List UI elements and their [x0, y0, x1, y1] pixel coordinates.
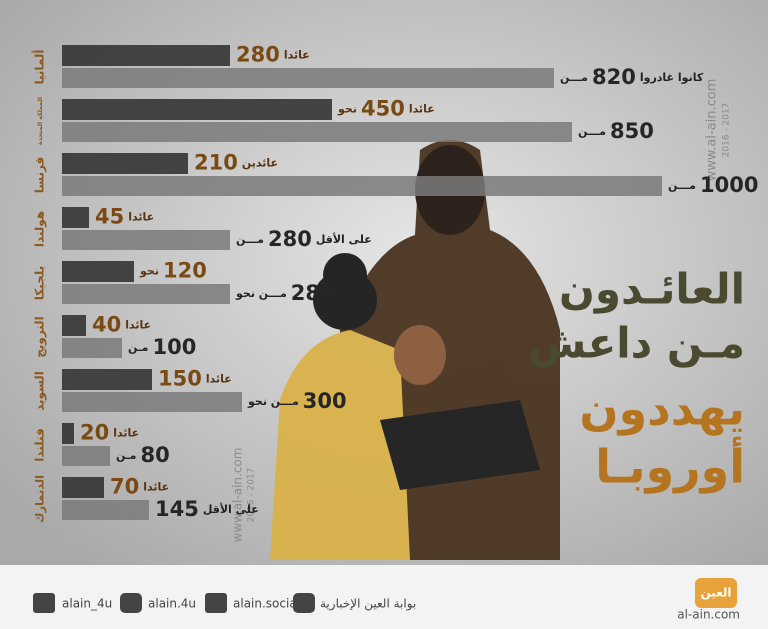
value-note: نحو	[337, 103, 357, 116]
bar	[62, 500, 149, 520]
value-note: كانوا غادروا	[640, 71, 704, 84]
bar	[62, 176, 662, 196]
country-label: فنلندا	[33, 428, 47, 462]
value-note: عائدا	[128, 211, 154, 224]
watermark: 2016 - 2017	[247, 468, 257, 523]
title-line: أوروبـا	[595, 437, 745, 494]
value-label: 820	[592, 65, 636, 89]
value-label: 80	[140, 443, 169, 467]
country-label: المملكة المتحدة	[37, 97, 44, 145]
bar	[62, 338, 122, 358]
bar	[62, 99, 332, 120]
title-line: يهددون	[579, 382, 745, 436]
social-handle: بوابة العين الإخبارية	[320, 597, 416, 612]
social-handle: alain_4u	[62, 597, 112, 611]
social-handle: alain.4u	[148, 597, 196, 611]
bar	[62, 446, 110, 466]
value-note: نحو	[139, 265, 159, 278]
value-note: مـن	[128, 341, 148, 354]
country-label: النرويج	[33, 316, 48, 358]
value-label: 280	[236, 43, 280, 67]
value-label: 280	[268, 227, 312, 251]
value-note: مـن	[116, 449, 136, 462]
value-label: 1000	[700, 173, 758, 197]
value-label: 150	[158, 367, 202, 391]
title-line: مـن داعش	[528, 319, 745, 369]
social-handle: alain.social	[233, 597, 300, 611]
value-note: مـــن	[560, 71, 588, 84]
title-line: العائـدون	[559, 265, 745, 315]
bar	[62, 369, 152, 390]
bar	[62, 392, 242, 412]
bar	[62, 68, 554, 88]
value-note: على الأقل	[203, 502, 259, 516]
value-note: مـــن نحو	[247, 395, 299, 408]
value-label: 850	[610, 119, 654, 143]
illustration	[270, 140, 560, 560]
value-label: 145	[155, 497, 199, 521]
value-note: على الأقل	[316, 232, 372, 246]
value-note: مـــن	[236, 233, 264, 246]
watermark: 2016 - 2017	[722, 103, 732, 158]
bar	[62, 284, 230, 304]
value-label: 280	[291, 281, 335, 305]
value-note: عائدا	[206, 373, 232, 386]
value-label: 70	[110, 475, 139, 499]
bar	[62, 122, 572, 142]
bar	[62, 45, 230, 66]
value-label: 210	[194, 151, 238, 175]
site-url: al-ain.com	[677, 608, 740, 622]
bar	[62, 230, 230, 250]
value-note: مـــن	[578, 125, 606, 138]
logo: العين	[700, 586, 731, 600]
bar	[62, 315, 86, 336]
value-note: عائدا	[113, 427, 139, 440]
value-note: مـــن	[668, 179, 696, 192]
value-note: عائدا	[143, 481, 169, 494]
value-label: 300	[303, 389, 347, 413]
country-label: هولندا	[33, 211, 48, 247]
country-label: الدنمارك	[33, 475, 47, 523]
value-note: عائدا	[284, 49, 310, 62]
value-label: 450	[361, 97, 405, 121]
value-note: عائدين	[242, 157, 278, 170]
bar	[62, 423, 74, 444]
value-label: 20	[80, 421, 109, 445]
value-label: 100	[152, 335, 196, 359]
country-label: السويد	[33, 371, 48, 411]
country-label: فرنسا	[33, 157, 47, 194]
country-label: بلجيكا	[33, 266, 47, 300]
watermark: www.al-ain.com	[231, 448, 245, 543]
watermark: www.al-ain.com	[705, 79, 720, 182]
value-note: عائدا	[409, 103, 435, 116]
value-label: 40	[92, 313, 121, 337]
country-label: ألمانيا	[32, 49, 47, 84]
value-note: مـــن نحو	[235, 287, 287, 300]
bar	[62, 207, 89, 228]
bar	[62, 261, 134, 282]
value-label: 45	[95, 205, 124, 229]
bar	[62, 477, 104, 498]
social-icons	[33, 578, 737, 613]
bar	[62, 153, 188, 174]
value-label: 120	[163, 259, 207, 283]
value-note: عائدا	[125, 319, 151, 332]
